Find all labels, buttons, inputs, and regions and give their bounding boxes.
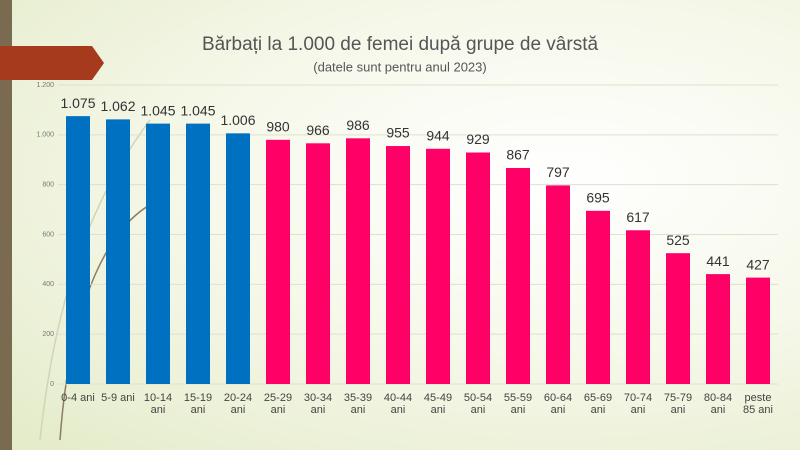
data-label: 966	[306, 122, 330, 138]
bar	[746, 277, 770, 384]
x-tick-label: 55-59 ani	[503, 392, 533, 416]
bar	[346, 138, 370, 384]
data-label: 1.045	[180, 102, 215, 118]
bar	[586, 210, 610, 384]
bar	[706, 274, 730, 384]
bar	[666, 253, 690, 384]
x-tick-label: 40-44 ani	[383, 392, 413, 416]
decor-curve	[59, 199, 161, 441]
chart-subtitle: (datele sunt pentru anul 2023)	[313, 59, 486, 74]
chart-title: Bărbați la 1.000 de femei după grupe de …	[202, 34, 599, 55]
y-tick-label: 1.200	[36, 82, 54, 89]
x-tick-label: 0-4 ani	[61, 392, 95, 404]
data-label: 1.062	[100, 98, 135, 114]
bar	[426, 148, 450, 384]
data-label: 617	[626, 209, 650, 225]
data-label: 955	[386, 125, 410, 141]
data-label: 1.045	[140, 102, 175, 118]
y-tick-label: 800	[42, 182, 54, 189]
bar	[146, 123, 170, 384]
data-label: 797	[546, 164, 570, 180]
x-tick-label: 15-19 ani	[183, 392, 213, 416]
x-tick-label: 20-24 ani	[223, 392, 253, 416]
x-tick-label: 10-14 ani	[143, 392, 173, 416]
y-tick-label: 200	[42, 331, 54, 338]
bar	[266, 139, 290, 384]
data-label: 929	[466, 131, 490, 147]
x-tick-label: 60-64 ani	[543, 392, 573, 416]
title-arrow	[0, 46, 104, 80]
bar	[66, 116, 90, 384]
x-tick-label: 35-39 ani	[343, 392, 373, 416]
x-tick-label: 5-9 ani	[101, 392, 135, 404]
x-tick-label: 80-84 ani	[703, 392, 733, 416]
bar	[106, 119, 130, 384]
x-tick-label: 70-74 ani	[623, 392, 653, 416]
y-tick-label: 400	[42, 281, 54, 288]
y-tick-label: 1.000	[36, 132, 54, 139]
data-label: 525	[666, 232, 690, 248]
bar	[306, 143, 330, 384]
x-tick-label: 50-54 ani	[463, 392, 493, 416]
bar	[626, 230, 650, 384]
y-tick-label: 600	[42, 231, 54, 238]
x-tick-label: 25-29 ani	[263, 392, 293, 416]
y-tick-label: 0	[50, 381, 54, 388]
bar	[186, 123, 210, 384]
data-label: 1.006	[220, 112, 255, 128]
data-label: 1.075	[60, 95, 95, 111]
bar	[386, 146, 410, 384]
x-tick-label: peste 85 ani	[743, 392, 773, 416]
data-label: 867	[506, 147, 530, 163]
bar	[226, 133, 250, 384]
x-tick-label: 75-79 ani	[663, 392, 693, 416]
side-stripe	[0, 0, 12, 450]
x-tick-label: 30-34 ani	[303, 392, 333, 416]
data-label: 980	[266, 119, 290, 135]
x-tick-label: 65-69 ani	[583, 392, 613, 416]
data-label: 695	[586, 190, 610, 206]
data-label: 441	[706, 253, 730, 269]
bar	[506, 167, 530, 384]
data-label: 427	[746, 256, 770, 272]
bar	[466, 152, 490, 384]
data-label: 986	[346, 117, 370, 133]
bar	[546, 185, 570, 384]
data-label: 944	[426, 127, 450, 143]
x-tick-label: 45-49 ani	[423, 392, 453, 416]
